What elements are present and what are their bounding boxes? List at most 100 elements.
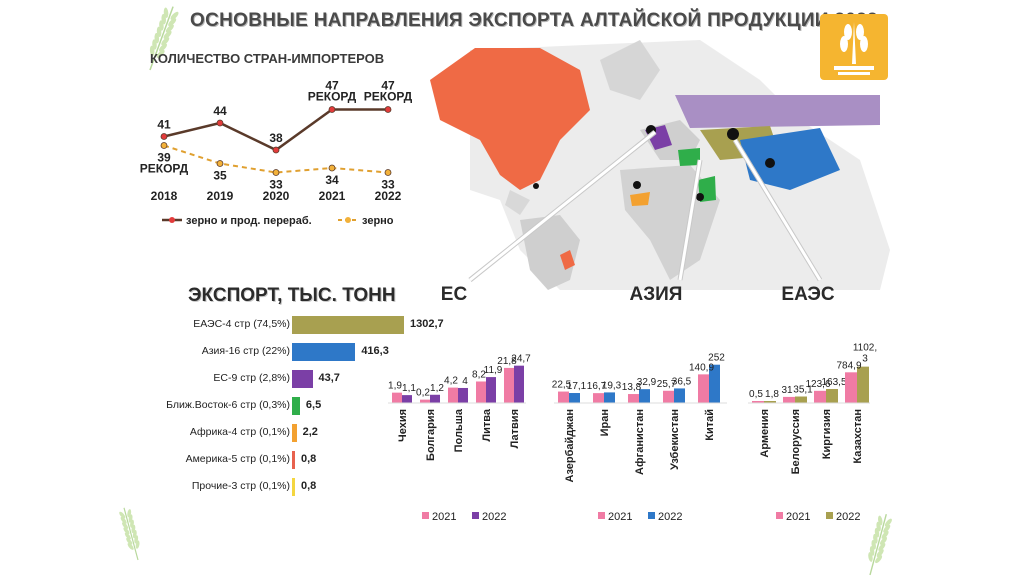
south-america-shape [520, 215, 580, 290]
value-label-2022: 1102, 3 [853, 343, 877, 365]
emblem-logo [820, 14, 888, 80]
region-marker [765, 158, 775, 168]
value-label-2021: 22,5 [552, 380, 572, 391]
value-label-2022: 36,5 [672, 376, 692, 387]
wheat-icon [868, 513, 892, 576]
africa-highlight [630, 192, 650, 206]
x-tick-label: 2018 [151, 189, 178, 203]
x-tick-label: 2022 [375, 189, 402, 203]
bar-2022 [857, 366, 869, 403]
value-label-2021: 16,7 [587, 381, 607, 392]
bar-2021 [814, 390, 826, 403]
legend-label-2022: 2022 [658, 511, 682, 523]
bar-2022 [458, 387, 468, 403]
bar-2021 [628, 394, 639, 403]
data-point [272, 169, 280, 176]
bar-2022 [514, 365, 524, 403]
connector-line [469, 130, 656, 282]
value-label: 0,8 [301, 453, 317, 465]
category-label: Латвия [509, 409, 521, 448]
bar-2022 [709, 364, 720, 403]
bar-2021 [752, 401, 764, 403]
value-label-2022: 252 [708, 353, 725, 364]
category-label: Чехия [397, 409, 409, 442]
data-label: 38 [269, 131, 283, 145]
region-marker [696, 193, 704, 201]
value-label-2022: 19,3 [602, 380, 622, 391]
x-tick-label: 2021 [319, 189, 346, 203]
hbar [292, 451, 295, 469]
bar-2021 [698, 374, 709, 403]
china-shape [740, 128, 840, 190]
value-label-2021: 0,2 [416, 388, 430, 399]
wheat-icon [149, 6, 179, 71]
data-point [328, 106, 336, 113]
hbar [292, 424, 297, 442]
north-america-shape [430, 48, 590, 190]
data-point [160, 133, 168, 140]
mideast-highlight [678, 148, 700, 166]
value-label-2021: 21,8 [497, 356, 517, 367]
hbar-row: Прочие-3 стр (0,1%) 0,8 [140, 478, 400, 496]
data-point [328, 164, 336, 172]
category-label: Азербайджан [564, 409, 576, 482]
data-label: 33 [381, 178, 395, 192]
bar-2022 [604, 392, 615, 403]
value-label-2021: 4,2 [444, 376, 458, 387]
hbar-chart-title: ЭКСПОРТ, ТЫС. ТОНН [188, 285, 396, 306]
legend-swatch-2021 [776, 512, 783, 519]
data-point [160, 142, 168, 149]
value-label: 1302,7 [410, 318, 444, 330]
category-label: Польша [453, 408, 465, 452]
legend-label: зерно [362, 215, 394, 227]
hbar-row: Азия-16 стр (22%) 416,3 [140, 343, 400, 361]
group-bar-charts: ЕС АЗИЯ ЕАЭС 1,9 1,1 Чехия 0,2 1,2 Болгария 4,2 4 П… [388, 284, 877, 523]
value-label-2021: 13,8 [622, 382, 642, 393]
bar-2021 [593, 393, 604, 403]
category-label: ЕАЭС-4 стр (74,5%) [193, 318, 290, 330]
data-point [272, 146, 280, 154]
bar-2021 [663, 390, 674, 403]
category-label: Азия-16 стр (22%) [201, 345, 290, 357]
bar-2022 [826, 388, 838, 403]
hbar [292, 397, 300, 415]
legend-marker [169, 217, 175, 223]
wheat-emblem-icon [834, 22, 874, 75]
bar-2022 [674, 388, 685, 403]
legend-label-2022: 2022 [836, 511, 860, 523]
value-label-2022: 11,9 [484, 365, 503, 376]
data-label: 41 [157, 118, 171, 132]
brazil-shape [560, 250, 575, 270]
hbar [292, 343, 356, 361]
region-marker [533, 183, 539, 189]
data-point [384, 106, 392, 113]
legend-swatch-2022 [648, 512, 655, 519]
category-label: Америка-5 стр (0,1%) [185, 453, 290, 465]
value-label-2022: 1,1 [402, 383, 416, 394]
bar-2021 [845, 372, 857, 403]
bar-2022 [486, 377, 496, 403]
data-label: 39 РЕКОРД [140, 151, 189, 176]
x-tick-label: 2020 [263, 189, 290, 203]
value-label-2021: 31 [781, 385, 793, 396]
connector-line [733, 139, 822, 281]
hbar-row: Африка-4 стр (0,1%) 2,2 [140, 424, 400, 442]
value-label: 6,5 [305, 399, 322, 411]
russia-shape [675, 95, 880, 128]
value-label-2022: 163,5 [821, 377, 846, 388]
category-label: Китай [704, 409, 716, 441]
bar-2022 [569, 393, 580, 403]
category-label: Литва [481, 408, 493, 441]
legend-label-2022: 2022 [482, 511, 506, 523]
data-point [384, 169, 392, 176]
value-label-2021: 0,5 [749, 389, 763, 400]
legend-swatch-2021 [422, 512, 429, 519]
bar-2021 [448, 387, 458, 403]
value-label-2021: 8,2 [472, 369, 486, 380]
value-label-2021: 25,7 [657, 379, 677, 390]
section-label-asia: АЗИЯ [630, 284, 683, 305]
value-label-2022: 1,2 [430, 383, 444, 394]
greenland-shape [600, 40, 660, 100]
value-label-2022: 32,9 [637, 377, 657, 388]
bar-2021 [558, 391, 569, 403]
